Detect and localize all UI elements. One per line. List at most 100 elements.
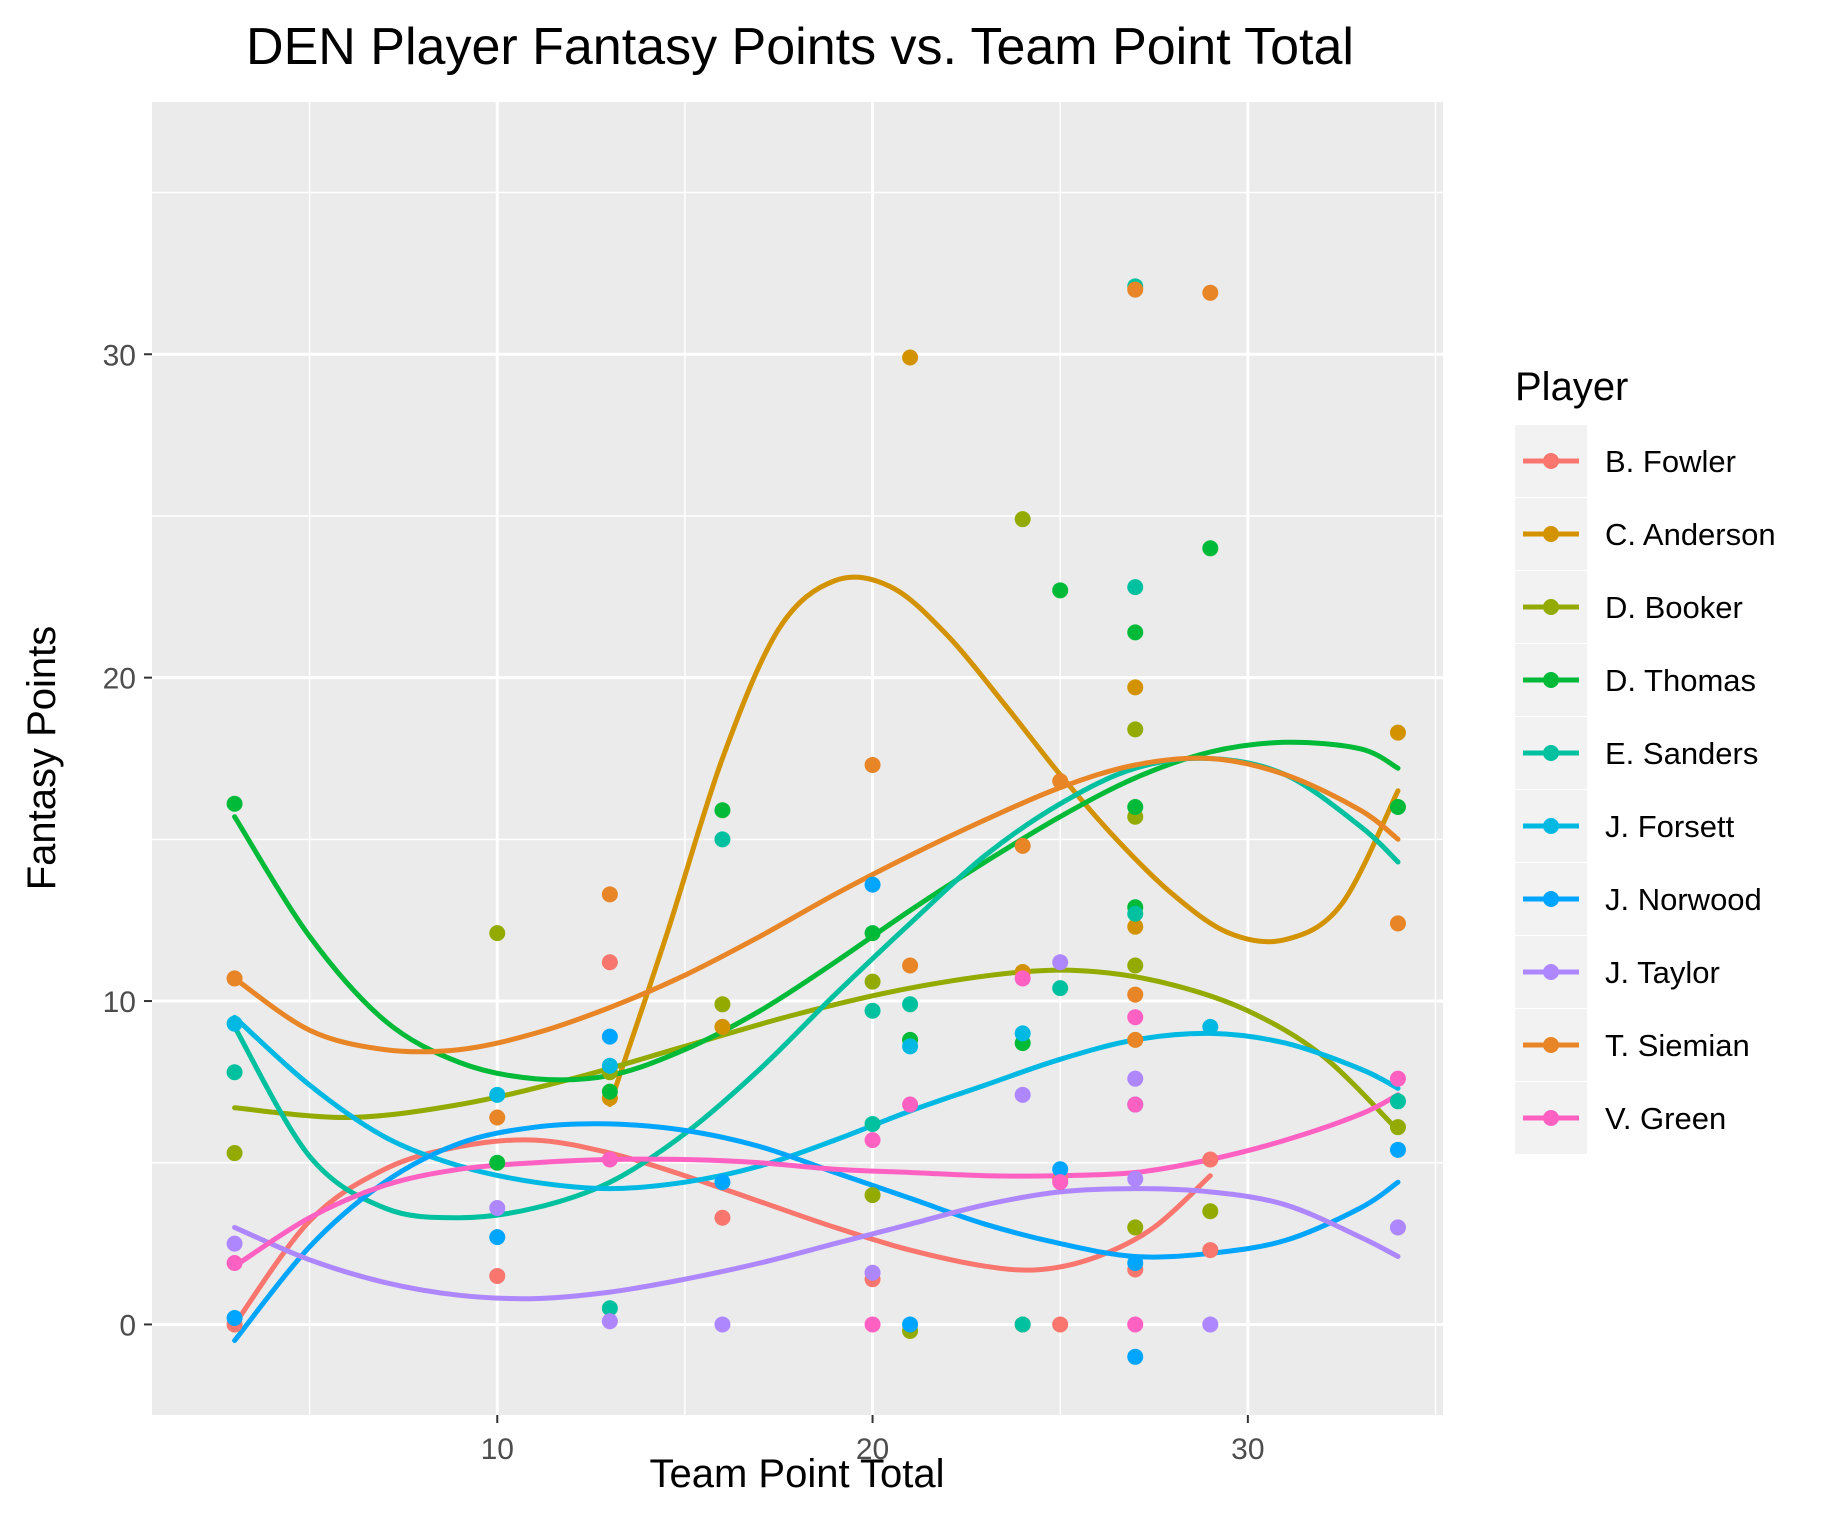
point-d-booker <box>1389 1119 1406 1136</box>
legend-key-point <box>1543 964 1559 980</box>
legend-items: B. Fowler C. Anderson D. Booker D. Thomas E.… <box>1515 425 1776 1154</box>
point-d-thomas <box>864 925 881 942</box>
point-j-taylor <box>714 1316 731 1333</box>
point-v-green <box>864 1132 881 1149</box>
y-axis-title: Fantasy Points <box>20 626 64 891</box>
legend-key-point <box>1543 1110 1559 1126</box>
point-d-booker <box>1127 1219 1144 1236</box>
data-points <box>226 278 1406 1365</box>
point-j-taylor <box>1052 954 1069 971</box>
point-t-siemian <box>1052 773 1069 790</box>
point-e-sanders <box>864 1002 881 1019</box>
point-v-green <box>1014 970 1031 987</box>
point-b-fowler <box>714 1209 731 1226</box>
point-v-green <box>1127 1096 1144 1113</box>
point-d-booker <box>226 1145 243 1162</box>
point-j-taylor <box>1127 1170 1144 1187</box>
smooth-line-b-fowler <box>232 1137 1213 1327</box>
y-tick-label: 0 <box>119 1309 136 1342</box>
point-t-siemian <box>1127 986 1144 1003</box>
point-j-norwood <box>1127 1348 1144 1365</box>
legend-key-point <box>1543 599 1559 615</box>
point-j-norwood <box>864 876 881 893</box>
point-e-sanders <box>1014 1316 1031 1333</box>
point-v-green <box>1127 1009 1144 1026</box>
point-b-fowler <box>1052 1316 1069 1333</box>
x-tick-label: 20 <box>856 1433 889 1466</box>
point-j-taylor <box>1202 1316 1219 1333</box>
point-j-taylor <box>1127 1070 1144 1087</box>
legend-key-point <box>1543 891 1559 907</box>
point-b-fowler <box>601 954 618 971</box>
point-b-fowler <box>489 1267 506 1284</box>
plot-panel <box>152 102 1443 1415</box>
point-d-thomas <box>601 1083 618 1100</box>
point-j-taylor <box>1389 1219 1406 1236</box>
point-c-anderson <box>1127 679 1144 696</box>
x-axis: 10 20 30 <box>481 1415 1265 1466</box>
legend-label-e-sanders: E. Sanders <box>1605 736 1758 771</box>
legend-label-b-fowler: B. Fowler <box>1605 444 1736 479</box>
y-tick-label: 20 <box>103 663 136 696</box>
point-e-sanders <box>1052 980 1069 997</box>
point-t-siemian <box>1127 281 1144 298</box>
point-d-booker <box>1202 1203 1219 1220</box>
legend: Player B. Fowler C. Anderson D. Booker D. T… <box>1515 365 1776 1154</box>
point-t-siemian <box>601 886 618 903</box>
point-t-siemian <box>864 756 881 773</box>
point-v-green <box>902 1096 919 1113</box>
point-e-sanders <box>1127 579 1144 596</box>
point-j-norwood <box>1389 1141 1406 1158</box>
point-d-booker <box>1014 511 1031 528</box>
point-t-siemian <box>489 1109 506 1126</box>
point-v-green <box>1389 1070 1406 1087</box>
smooth-line-d-thomas <box>232 739 1401 1083</box>
point-v-green <box>1052 1174 1069 1191</box>
point-d-thomas <box>714 802 731 819</box>
point-j-norwood <box>226 1309 243 1326</box>
point-c-anderson <box>1127 918 1144 935</box>
legend-label-t-siemian: T. Siemian <box>1605 1028 1750 1063</box>
chart-title: DEN Player Fantasy Points vs. Team Point… <box>246 18 1354 76</box>
smooth-line-v-green <box>232 1092 1401 1269</box>
point-e-sanders <box>1389 1093 1406 1110</box>
legend-key-point <box>1543 1037 1559 1053</box>
point-t-siemian <box>226 970 243 987</box>
point-j-norwood <box>1127 1255 1144 1272</box>
point-v-green <box>864 1316 881 1333</box>
legend-key-point <box>1543 526 1559 542</box>
point-t-siemian <box>1202 284 1219 301</box>
point-d-booker <box>864 973 881 990</box>
smooth-line-j-taylor <box>232 1186 1401 1302</box>
point-t-siemian <box>1014 837 1031 854</box>
legend-key-point <box>1543 745 1559 761</box>
point-j-forsett <box>902 1038 919 1055</box>
point-e-sanders <box>1127 905 1144 922</box>
point-d-thomas <box>1052 582 1069 599</box>
point-j-forsett <box>601 1057 618 1074</box>
point-j-forsett <box>489 1086 506 1103</box>
y-axis: 0 10 20 30 <box>103 339 152 1342</box>
point-e-sanders <box>902 996 919 1013</box>
point-j-taylor <box>226 1235 243 1252</box>
point-j-taylor <box>601 1313 618 1330</box>
legend-label-d-thomas: D. Thomas <box>1605 663 1756 698</box>
point-j-forsett <box>1014 1025 1031 1042</box>
grid-minor <box>152 102 1443 1415</box>
point-d-thomas <box>1127 624 1144 641</box>
x-axis-title: Team Point Total <box>650 1452 945 1496</box>
point-j-norwood <box>714 1174 731 1191</box>
point-c-anderson <box>902 349 919 366</box>
point-e-sanders <box>226 1064 243 1081</box>
point-d-thomas <box>1389 799 1406 816</box>
smooth-line-j-forsett <box>232 1014 1401 1192</box>
point-t-siemian <box>1389 915 1406 932</box>
point-d-thomas <box>1202 540 1219 557</box>
point-v-green <box>1127 1316 1144 1333</box>
point-j-norwood <box>601 1028 618 1045</box>
point-v-green <box>601 1151 618 1168</box>
point-t-siemian <box>902 957 919 974</box>
legend-label-j-forsett: J. Forsett <box>1605 809 1735 844</box>
y-tick-label: 10 <box>103 986 136 1019</box>
